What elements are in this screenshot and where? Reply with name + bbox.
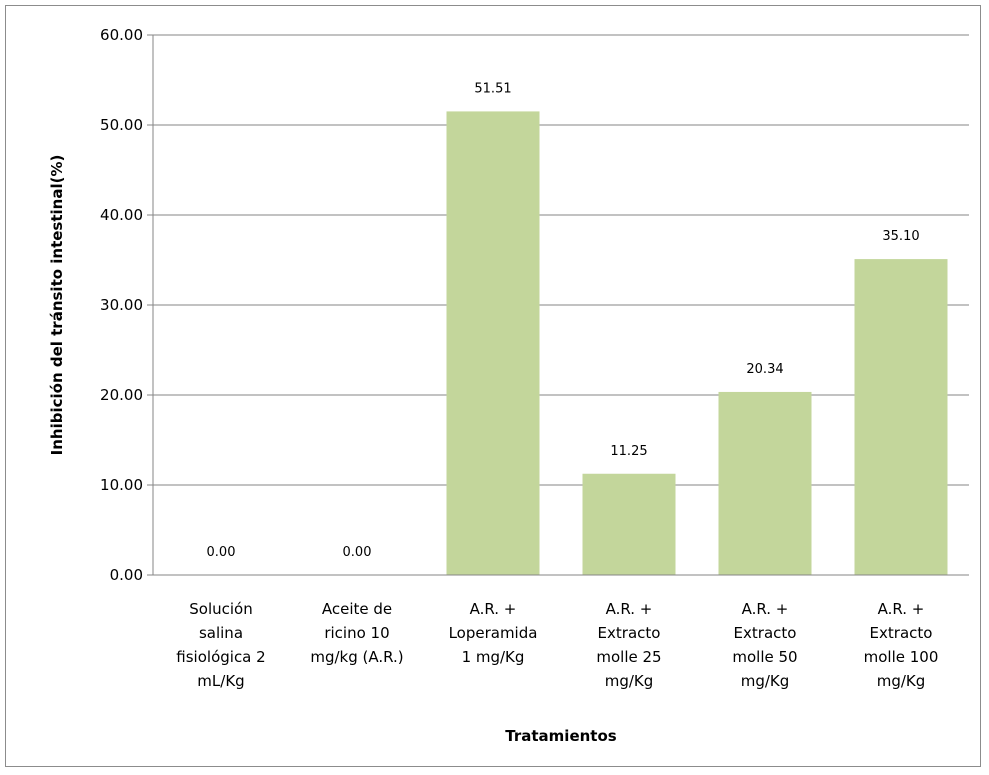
y-tick-label: 40.00: [100, 206, 143, 224]
bars: [446, 111, 948, 575]
x-axis-title: Tratamientos: [505, 727, 616, 745]
x-tick-label: Solución salina fisiológica 2 mL/Kg: [176, 600, 265, 690]
x-tick-label: A.R. + Extracto molle 50 mg/Kg: [732, 600, 797, 690]
data-label: 35.10: [882, 229, 919, 244]
y-tick-label: 50.00: [100, 116, 143, 134]
y-tick-label: 60.00: [100, 26, 143, 44]
bar: [582, 473, 676, 575]
x-tick-label: A.R. + Extracto molle 100 mg/Kg: [864, 600, 939, 690]
x-tick-label: A.R. + Loperamida 1 mg/Kg: [449, 600, 538, 666]
y-tick-label: 30.00: [100, 296, 143, 314]
data-label: 0.00: [343, 545, 372, 560]
x-tick-label: A.R. + Extracto molle 25 mg/Kg: [596, 600, 661, 690]
y-axis-title: Inhibición del tránsito intestinal(%): [48, 155, 66, 456]
x-tick-label: Aceite de ricino 10 mg/kg (A.R.): [310, 600, 403, 666]
data-labels: 0.00 0.00 51.51 11.25 20.34 35.10: [207, 81, 920, 560]
bar: [854, 259, 948, 575]
data-label: 11.25: [610, 444, 647, 459]
bar: [446, 111, 540, 575]
axes: [147, 34, 969, 576]
bar: [718, 391, 812, 575]
y-tick-label: 10.00: [100, 476, 143, 494]
data-label: 51.51: [474, 81, 511, 96]
data-label: 0.00: [207, 545, 236, 560]
y-tick-label: 0.00: [110, 566, 143, 584]
gridlines: [153, 34, 969, 486]
x-tick-labels: Solución salina fisiológica 2 mL/Kg Aceite d…: [176, 600, 938, 690]
y-tick-labels: 0.00 10.00 20.00 30.00 40.00 50.00 60.00: [100, 26, 143, 584]
data-label: 20.34: [746, 362, 783, 377]
y-tick-label: 20.00: [100, 386, 143, 404]
